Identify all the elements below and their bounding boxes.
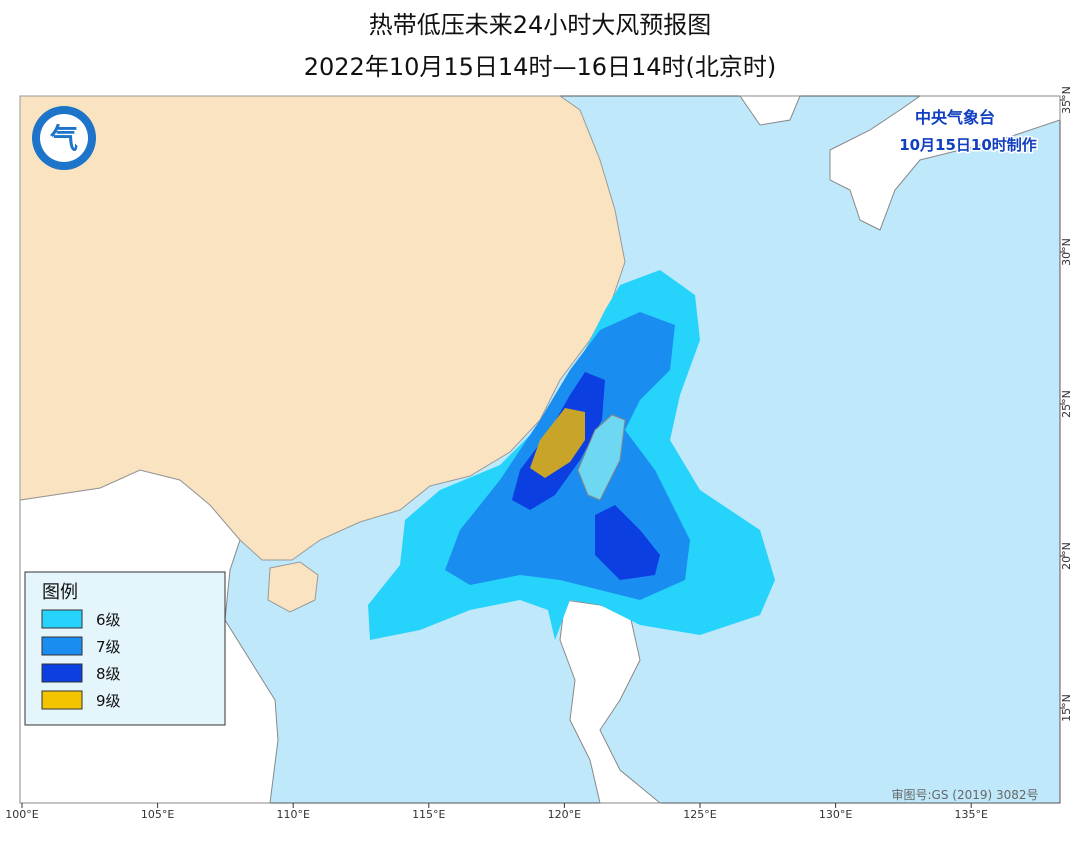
lat-label: 30°N	[1060, 238, 1073, 266]
lon-label: 100°E	[5, 808, 38, 821]
lon-label: 125°E	[683, 808, 716, 821]
legend-swatch	[41, 663, 83, 683]
wind-zone-8	[512, 372, 660, 580]
legend-swatch	[41, 690, 83, 710]
legend-title: 图例	[42, 582, 78, 603]
lon-label: 130°E	[819, 808, 852, 821]
legend-label: 7级	[96, 638, 121, 656]
lon-label: 135°E	[954, 808, 987, 821]
title: 热带低压未来24小时大风预报图	[369, 11, 712, 39]
logo-mark: 气	[49, 122, 78, 155]
lat-label: 20°N	[1060, 542, 1073, 570]
lon-label: 110°E	[276, 808, 309, 821]
land-japan	[739, 95, 1061, 231]
legend-swatch	[41, 636, 83, 656]
hainan	[267, 561, 319, 613]
approval-number: 审图号:GS (2019) 3082号	[891, 787, 1038, 802]
lat-label: 15°N	[1060, 694, 1073, 722]
taiwan	[577, 414, 626, 501]
lon-label: 115°E	[412, 808, 445, 821]
logo-inner	[40, 114, 88, 162]
axes: 100°E 105°E 110°E 115°E 120°E 125°E 130°E 135°E…	[5, 86, 1073, 821]
lat-label: 25°N	[1060, 390, 1073, 418]
legend-label: 8级	[96, 665, 121, 683]
lon-label: 120°E	[548, 808, 581, 821]
legend-label: 6级	[96, 611, 121, 629]
subtitle: 2022年10月15日14时—16日14时(北京时)	[304, 53, 777, 81]
issuer-time: 10月15日10时制作	[899, 136, 1037, 154]
lat-label: 35°N	[1060, 86, 1073, 114]
legend-swatch	[41, 609, 83, 629]
legend: 图例 6级 7级 8级 9级	[24, 571, 226, 726]
land-philippines	[559, 599, 662, 804]
land-china	[19, 95, 626, 561]
lon-label: 105°E	[141, 808, 174, 821]
wind-zone-9	[530, 408, 585, 478]
issuer-name: 中央气象台	[915, 108, 995, 127]
legend-label: 9级	[96, 692, 121, 710]
